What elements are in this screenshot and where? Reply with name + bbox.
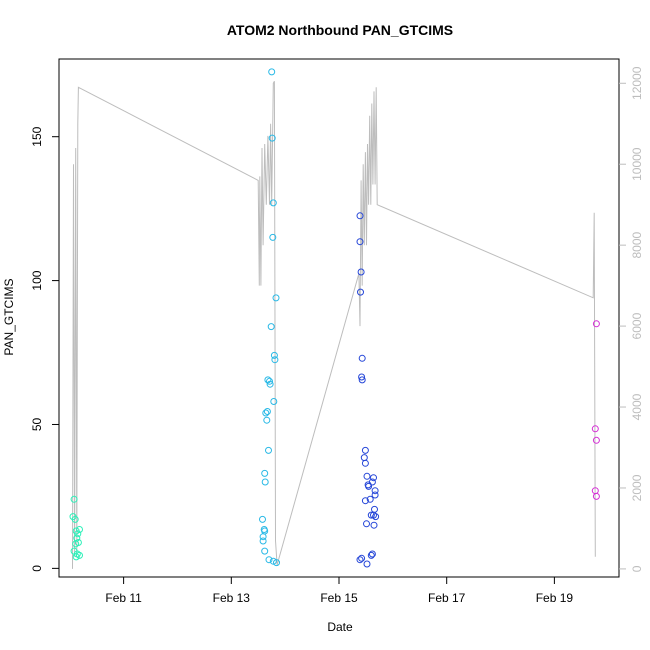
data-point — [268, 68, 276, 76]
y2-tick-label: 2000 — [630, 474, 644, 501]
data-point — [71, 515, 79, 523]
data-point — [70, 495, 78, 503]
data-point — [273, 559, 280, 567]
y-tick-label: 150 — [30, 126, 44, 146]
data-point — [262, 409, 270, 417]
points-layer — [69, 68, 600, 568]
data-point — [361, 497, 369, 505]
data-point — [271, 356, 279, 364]
data-point — [266, 377, 273, 385]
data-point — [358, 354, 366, 362]
x-tick-label: Feb 15 — [320, 591, 358, 605]
data-point — [269, 557, 277, 565]
x-tick-label: Feb 17 — [428, 591, 466, 605]
axes-layer: Feb 11 Feb 13 Feb 15 Feb 17 Feb 19 0 50 100 150 0… — [30, 66, 644, 605]
data-point — [76, 526, 83, 533]
data-point — [592, 436, 600, 444]
chart-title: ATOM2 Northbound PAN_GTCIMS — [227, 22, 453, 38]
data-point — [592, 492, 600, 500]
data-point — [361, 446, 369, 454]
data-point — [365, 482, 373, 490]
y2-tick-label: 0 — [630, 565, 644, 572]
data-point — [265, 556, 273, 564]
data-point — [270, 398, 278, 405]
x-tick-label: Feb 11 — [105, 591, 142, 605]
data-point — [361, 459, 369, 467]
y-tick-label: 50 — [30, 417, 44, 431]
data-point — [372, 513, 380, 521]
data-point — [592, 320, 600, 328]
data-point — [263, 416, 271, 424]
data-point — [371, 487, 379, 495]
data-point — [76, 551, 83, 559]
x-axis-label: Date — [327, 620, 353, 634]
data-point — [259, 537, 267, 545]
data-point — [261, 469, 269, 477]
data-point — [356, 238, 364, 246]
data-point — [261, 547, 269, 555]
data-point — [371, 505, 378, 513]
data-point — [357, 288, 364, 296]
data-point — [72, 540, 80, 548]
altitude-line-layer — [72, 81, 596, 569]
plot-frame — [58, 58, 620, 578]
data-point — [363, 560, 371, 568]
y-axis-label: PAN_GTCIMS — [2, 278, 16, 355]
data-point — [360, 454, 368, 462]
data-point — [270, 351, 278, 359]
data-point — [269, 233, 277, 241]
x-tick-label: Feb 19 — [536, 591, 574, 605]
data-point — [357, 268, 365, 276]
data-point — [259, 533, 267, 541]
y2-tick-label: 4000 — [630, 393, 644, 420]
y-tick-label: 0 — [30, 565, 44, 572]
altitude-series-line — [72, 81, 596, 569]
data-point — [358, 373, 366, 381]
data-point — [356, 212, 364, 220]
data-point — [264, 376, 272, 384]
data-point — [370, 511, 377, 519]
y2-tick-label: 8000 — [630, 231, 644, 258]
data-point — [366, 495, 374, 503]
y2-tick-label: 6000 — [630, 312, 644, 339]
data-point — [591, 425, 599, 433]
data-point — [267, 323, 275, 331]
data-point — [356, 556, 364, 564]
data-point — [367, 511, 375, 519]
data-point — [266, 380, 274, 388]
data-point — [367, 551, 375, 559]
y2-tick-label: 12000 — [630, 66, 644, 100]
data-point — [368, 550, 376, 558]
y2-tick-label: 10000 — [630, 147, 644, 181]
data-point — [272, 294, 280, 302]
data-point — [363, 472, 371, 480]
data-point — [263, 408, 271, 415]
data-point — [74, 530, 82, 538]
data-point — [268, 134, 276, 142]
data-point — [363, 520, 370, 528]
data-point — [358, 554, 366, 562]
data-point — [261, 478, 269, 486]
data-point — [72, 553, 80, 561]
data-point — [371, 491, 379, 499]
data-point — [269, 199, 277, 207]
x-tick-label: Feb 13 — [213, 591, 251, 605]
data-point — [259, 515, 266, 523]
y-tick-label: 100 — [30, 270, 44, 290]
data-point — [370, 521, 378, 529]
data-point — [358, 376, 366, 384]
data-point — [370, 474, 377, 482]
data-point — [265, 446, 272, 454]
